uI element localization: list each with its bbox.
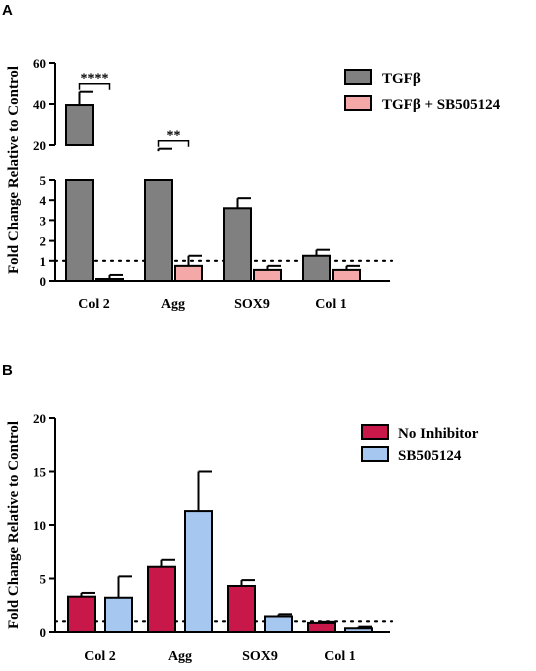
- x-category-label: SOX9: [234, 297, 270, 312]
- bar: [307, 621, 336, 634]
- bar: [65, 104, 94, 146]
- legend-swatch: [361, 446, 389, 462]
- y-tick-label: 1: [40, 254, 47, 269]
- bar: [174, 264, 203, 283]
- legend-label: No Inhibitor: [398, 426, 479, 442]
- bar: [67, 595, 96, 634]
- y-tick-label: 2: [40, 234, 47, 249]
- significance-label: ****: [81, 72, 109, 87]
- y-axis-label: Fold Change Relative to Control: [6, 421, 22, 629]
- y-tick-label: 3: [40, 213, 47, 228]
- y-tick-label: 20: [33, 411, 46, 426]
- x-category-label: Agg: [168, 649, 192, 664]
- legend-label: SB505124: [398, 448, 462, 464]
- legend-swatch: [344, 69, 372, 85]
- legend-swatch: [361, 424, 389, 440]
- x-category-label: Col 1: [324, 649, 356, 664]
- bar: [264, 615, 293, 633]
- panel-letter: A: [2, 2, 13, 19]
- bar: [302, 254, 331, 282]
- bar: [95, 277, 124, 283]
- chart-panel-b: 0 5 10 15 20 Col 2 Agg SOX9 Col 1 No Inhibitor SB5…: [33, 411, 479, 664]
- legend-label: TGFβ: [382, 71, 421, 87]
- significance-bracket: [78, 82, 111, 90]
- y-tick-label: 10: [33, 518, 46, 533]
- bar: [253, 268, 282, 283]
- bar: [104, 596, 133, 634]
- y-tick-label: 40: [33, 97, 46, 112]
- y-tick-label: 60: [33, 56, 46, 71]
- bar: [344, 627, 373, 634]
- x-category-label: Col 1: [315, 297, 347, 312]
- bar: [227, 584, 256, 633]
- bar: [184, 510, 213, 633]
- y-tick-label: 5: [40, 572, 47, 587]
- x-category-label: Col 2: [84, 649, 116, 664]
- x-category-label: Agg: [161, 297, 185, 312]
- y-tick-label: 20: [33, 138, 46, 153]
- y-tick-label: 5: [40, 173, 47, 188]
- bar: [332, 268, 361, 283]
- panel-letter: B: [2, 362, 13, 379]
- y-axis-label: Fold Change Relative to Control: [6, 66, 22, 274]
- x-category-label: Col 2: [78, 297, 110, 312]
- y-tick-label: 0: [40, 625, 47, 640]
- bar: [223, 207, 252, 282]
- significance-label: **: [167, 129, 181, 144]
- bar: [65, 179, 94, 282]
- y-tick-label: 0: [40, 274, 47, 289]
- bar: [144, 179, 173, 282]
- x-category-label: SOX9: [242, 649, 278, 664]
- legend-swatch: [344, 95, 372, 111]
- y-tick-label: 15: [33, 465, 47, 480]
- significance-bracket: [157, 139, 190, 147]
- legend-label: TGFβ + SB505124: [382, 97, 501, 113]
- y-tick-label: 4: [40, 193, 47, 208]
- bar: [147, 565, 176, 633]
